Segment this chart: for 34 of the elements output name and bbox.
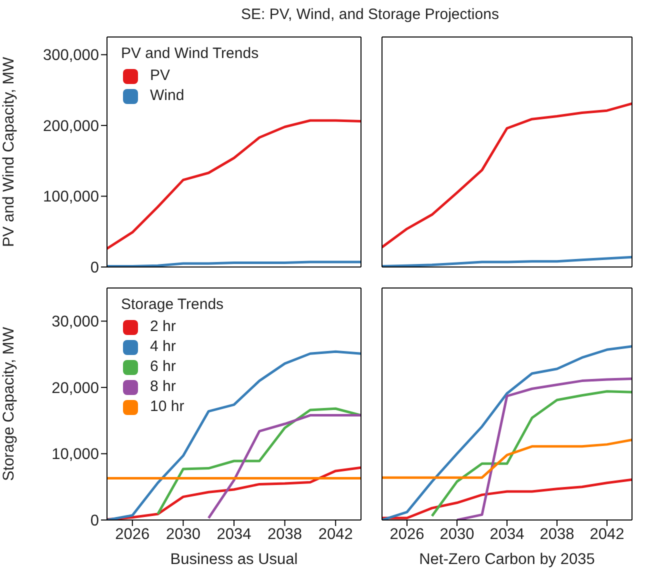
x-tick-label: 2034 <box>216 526 252 544</box>
y-tick-label: 0 <box>90 260 100 277</box>
x-tick-label: 2030 <box>440 526 475 544</box>
x-axis-title: Business as Usual <box>170 551 298 568</box>
x-tick-label: 2038 <box>540 526 574 544</box>
x-tick-label: 2042 <box>318 526 353 544</box>
legend-label: PV <box>150 66 170 86</box>
x-tick-label: 2030 <box>166 526 201 544</box>
y-tick-label: 100,000 <box>42 188 100 206</box>
legend-label: 2 hr <box>150 317 176 337</box>
x-tick-label: 2038 <box>268 526 302 544</box>
legend-label: 8 hr <box>150 377 176 397</box>
x-tick-label: 2026 <box>390 526 424 544</box>
y-tick-label: 10,000 <box>52 446 100 464</box>
y-axis-title: PV and Wind Capacity, MW <box>0 56 18 248</box>
y-axis-title: Storage Capacity, MW <box>0 326 18 481</box>
y-tick-label: 200,000 <box>42 118 100 135</box>
legend-title: Storage Trends <box>121 295 224 315</box>
x-tick-label: 2034 <box>490 526 525 544</box>
legend-title: PV and Wind Trends <box>121 44 259 64</box>
line-series <box>207 414 361 520</box>
x-tick-label: 2042 <box>590 526 624 544</box>
y-tick-label: 0 <box>90 512 100 530</box>
y-tick-label: 300,000 <box>42 47 100 64</box>
x-axis-title: Net-Zero Carbon by 2035 <box>419 551 595 568</box>
x-tick-label: 2026 <box>115 526 150 544</box>
y-tick-label: 30,000 <box>52 314 100 331</box>
legend-label: 10 hr <box>150 397 184 417</box>
line-series <box>107 119 361 250</box>
y-tick-label: 20,000 <box>52 380 100 397</box>
legend-label: Wind <box>150 86 184 106</box>
legend-label: 4 hr <box>150 337 176 357</box>
chart-title: SE: PV, Wind, and Storage Projections <box>240 6 500 23</box>
legend-label: 6 hr <box>150 357 176 377</box>
